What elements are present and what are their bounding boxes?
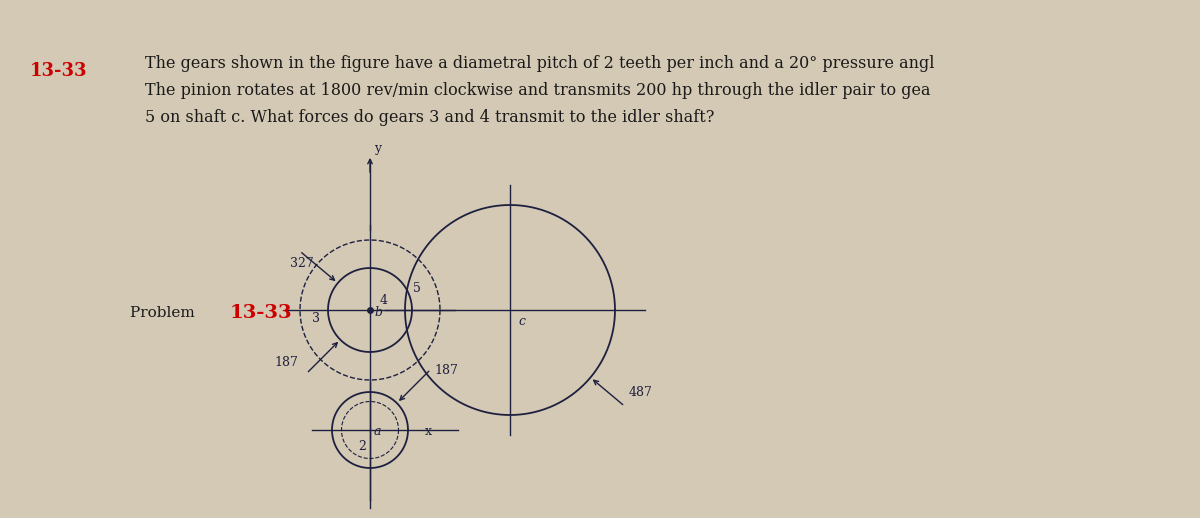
- Text: 187: 187: [275, 356, 299, 369]
- Text: 4: 4: [380, 294, 388, 307]
- Text: c: c: [518, 315, 526, 328]
- Text: y: y: [374, 142, 382, 155]
- Text: 13-33: 13-33: [30, 62, 88, 80]
- Text: 5 on shaft c. What forces do gears 3 and 4 transmit to the idler shaft?: 5 on shaft c. What forces do gears 3 and…: [145, 109, 714, 126]
- Text: 487: 487: [629, 386, 653, 399]
- Text: 13-33: 13-33: [230, 304, 293, 322]
- Text: 5: 5: [413, 282, 421, 295]
- Text: b: b: [374, 306, 382, 319]
- Text: a: a: [374, 425, 382, 438]
- Text: Problem: Problem: [130, 306, 199, 320]
- Text: The pinion rotates at 1800 rev/min clockwise and transmits 200 hp through the id: The pinion rotates at 1800 rev/min clock…: [145, 82, 930, 99]
- Text: 327: 327: [289, 257, 313, 270]
- Text: 3: 3: [312, 312, 320, 325]
- Text: 2: 2: [358, 440, 366, 453]
- Text: 187: 187: [434, 364, 458, 377]
- Text: x: x: [425, 425, 432, 438]
- Text: The gears shown in the figure have a diametral pitch of 2 teeth per inch and a 2: The gears shown in the figure have a dia…: [145, 55, 935, 72]
